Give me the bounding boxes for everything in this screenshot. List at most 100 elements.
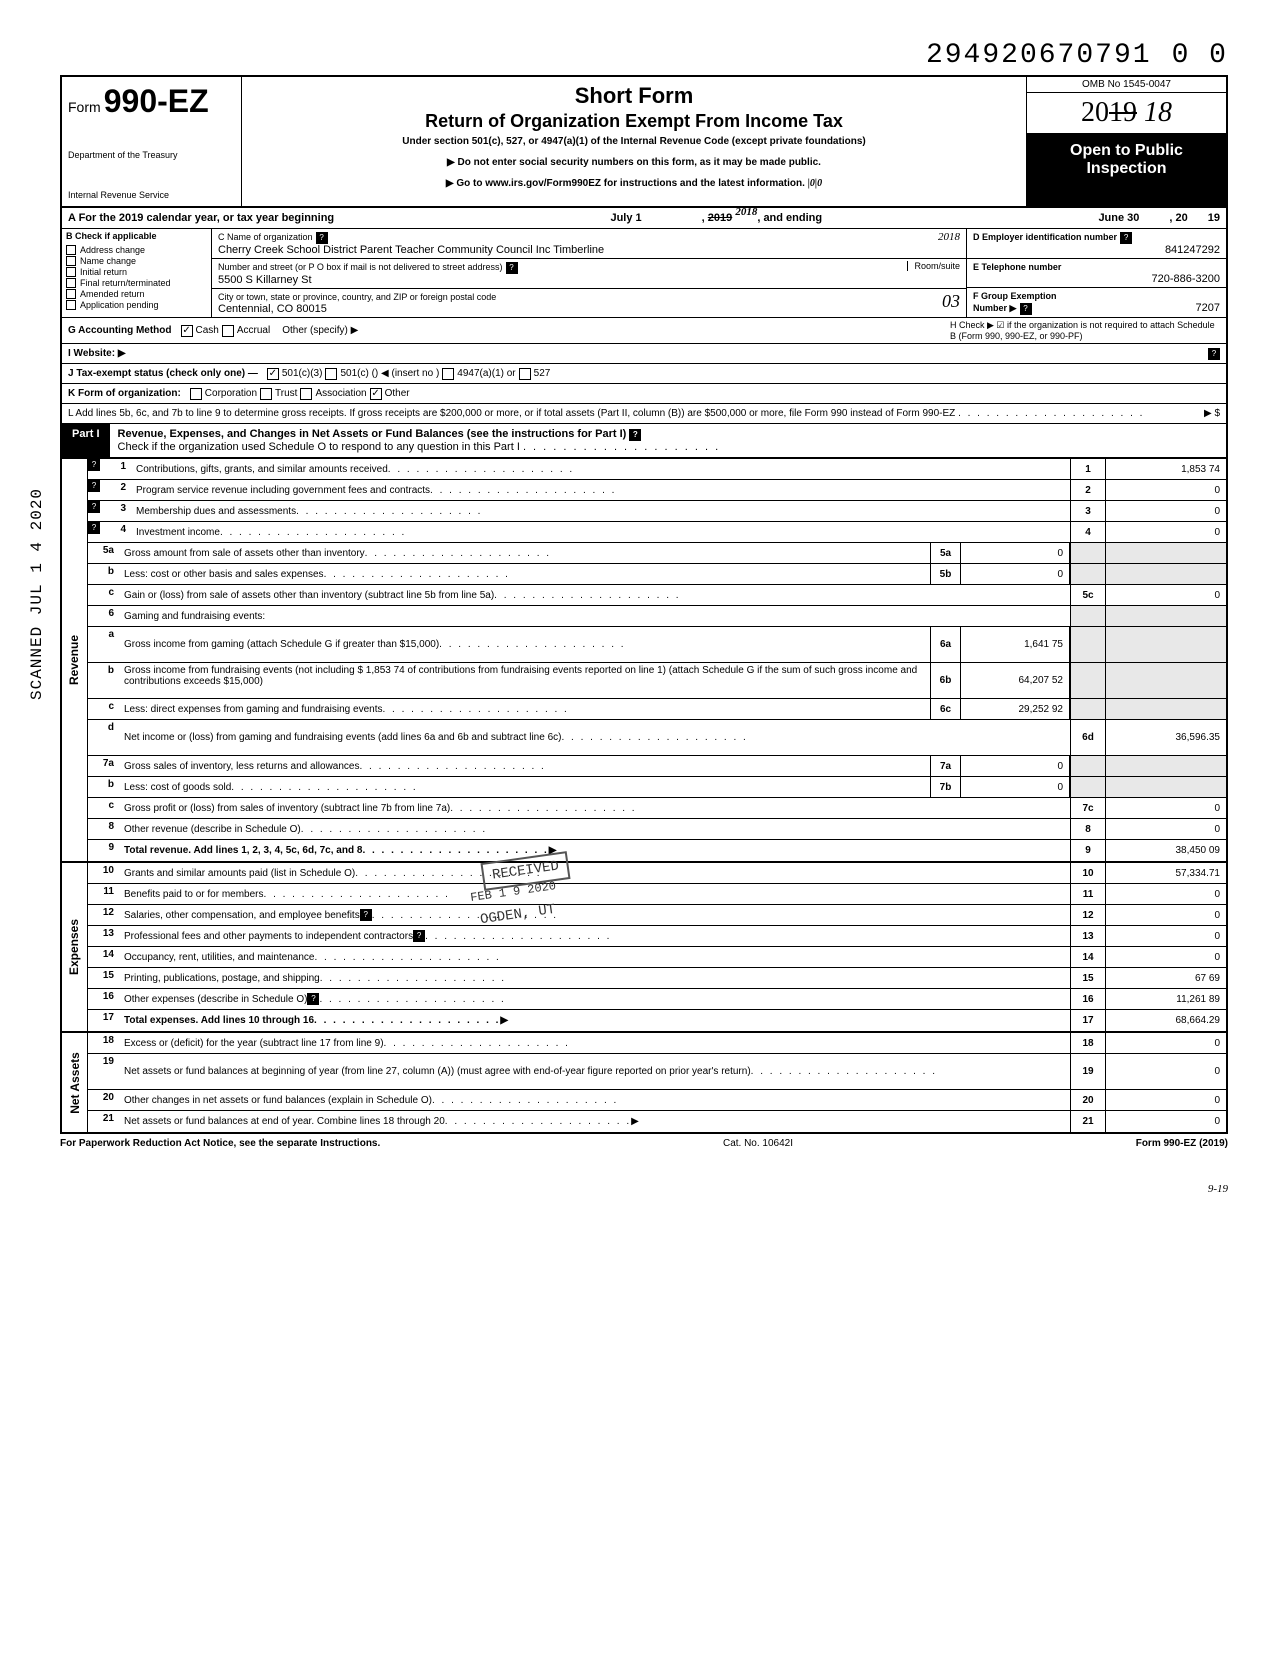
group-val: 7207 (1196, 302, 1220, 314)
help-icon[interactable]: ? (629, 429, 641, 441)
ein-lbl: D Employer identification number (973, 232, 1117, 242)
top-serial: 2949206707910 0 (60, 40, 1228, 71)
help-icon[interactable]: ? (88, 459, 100, 471)
row-12: 12Salaries, other compensation, and empl… (88, 905, 1226, 926)
hand-bottom: 9-19 (60, 1183, 1228, 1195)
cash-lbl: Cash (196, 325, 219, 336)
help-icon[interactable]: ? (1208, 348, 1220, 360)
chk-trust[interactable] (260, 388, 272, 400)
row-14: 14Occupancy, rent, utilities, and mainte… (88, 947, 1226, 968)
row-21: 21Net assets or fund balances at end of … (88, 1111, 1226, 1132)
cal-label: A For the 2019 calendar year, or tax yea… (68, 212, 334, 224)
box-b-header: B Check if applicable (66, 231, 207, 241)
i-lbl: I Website: ▶ (68, 348, 126, 359)
row-7a: 7aGross sales of inventory, less returns… (88, 756, 1226, 777)
row-10: 10Grants and similar amounts paid (list … (88, 863, 1226, 884)
row-9: 9Total revenue. Add lines 1, 2, 3, 4, 5c… (88, 840, 1226, 861)
chk-assoc[interactable] (300, 388, 312, 400)
chk-527[interactable] (519, 368, 531, 380)
org-addr-row: Number and street (or P O box if mail is… (212, 259, 966, 289)
help-icon[interactable]: ? (88, 522, 100, 534)
cal-mid: , 2019 2018, and ending (702, 212, 822, 224)
row-19: 19Net assets or fund balances at beginni… (88, 1054, 1226, 1090)
help-icon[interactable]: ? (413, 930, 425, 942)
501c-lbl: 501(c) ( (340, 368, 374, 379)
chk-accrual[interactable] (222, 325, 234, 337)
return-title: Return of Organization Exempt From Incom… (254, 111, 1014, 132)
corp-lbl: Corporation (205, 388, 257, 399)
part-1-tag: Part I (62, 424, 110, 457)
cal-end2: , 20 (1169, 212, 1187, 224)
arrow-goto-text: ▶ Go to www.irs.gov/Form990EZ for instru… (446, 178, 805, 189)
page-footer: For Paperwork Reduction Act Notice, see … (60, 1134, 1228, 1153)
open-public-label: Open to Public Inspection (1027, 134, 1226, 206)
chk-initial-return[interactable]: Initial return (66, 267, 207, 277)
chk-4947[interactable] (442, 368, 454, 380)
row-5c: cGain or (loss) from sale of assets othe… (88, 585, 1226, 606)
addr-lbl: Number and street (or P O box if mail is… (218, 262, 502, 272)
j-lbl: J Tax-exempt status (check only one) — (68, 368, 258, 379)
part-1-title-wrap: Revenue, Expenses, and Changes in Net As… (110, 424, 1226, 457)
chk-final-return[interactable]: Final return/terminated (66, 278, 207, 288)
chk-pending[interactable]: Application pending (66, 300, 207, 310)
row-4: ?4Investment income40 (88, 522, 1226, 543)
side-netassets: Net Assets (62, 1033, 88, 1132)
accrual-lbl: Accrual (237, 325, 270, 336)
header-right: OMB No 1545-0047 2019 18 Open to Public … (1026, 77, 1226, 206)
form-prefix: Form (68, 99, 101, 115)
chk-cash[interactable] (181, 325, 193, 337)
tel-val: 720-886-3200 (973, 273, 1220, 285)
chk-address-change[interactable]: Address change (66, 245, 207, 255)
city-val: Centennial, CO 80015 (218, 303, 327, 315)
k-lbl: K Form of organization: (68, 388, 181, 399)
cal-begin: July 1 (610, 212, 641, 224)
row-13: 13Professional fees and other payments t… (88, 926, 1226, 947)
help-icon[interactable]: ? (316, 232, 328, 244)
l-arrow: ▶ $ (1204, 408, 1220, 419)
help-icon[interactable]: ? (1120, 232, 1132, 244)
box-f: F Group ExemptionNumber ▶ ? 7207 (967, 288, 1226, 317)
row-6c: cLess: direct expenses from gaming and f… (88, 699, 1226, 720)
chk-other-org[interactable] (370, 388, 382, 400)
cal-mid-strike: 2019 (708, 212, 732, 224)
help-icon[interactable]: ? (88, 501, 100, 513)
dept-treasury: Department of the Treasury (68, 150, 235, 160)
chk-501c[interactable] (325, 368, 337, 380)
group-lbl2: Number ▶ (973, 303, 1016, 313)
info-block: B Check if applicable Address change Nam… (60, 229, 1228, 318)
other-org-lbl: Other (385, 388, 410, 399)
part-1-header: Part I Revenue, Expenses, and Changes in… (60, 424, 1228, 459)
tax-year: 2019 18 (1027, 93, 1226, 134)
chk-amended[interactable]: Amended return (66, 289, 207, 299)
box-e: E Telephone number720-886-3200 (967, 259, 1226, 288)
calendar-year-row: A For the 2019 calendar year, or tax yea… (60, 208, 1228, 229)
row-7b: bLess: cost of goods sold7b0 (88, 777, 1226, 798)
expenses-table: RECEIVED FEB 1 9 2020 OGDEN, UT Expenses… (60, 863, 1228, 1033)
scanned-stamp: SCANNED JUL 1 4 2020 (28, 488, 46, 700)
chk-501c3[interactable] (267, 368, 279, 380)
help-icon[interactable]: ? (506, 262, 518, 274)
chk-corp[interactable] (190, 388, 202, 400)
dot-leader (958, 408, 1144, 419)
netassets-table: Net Assets 18Excess or (deficit) for the… (60, 1033, 1228, 1134)
row-6d: dNet income or (loss) from gaming and fu… (88, 720, 1226, 756)
row-17: 17Total expenses. Add lines 10 through 1… (88, 1010, 1226, 1031)
row-3: ?3Membership dues and assessments30 (88, 501, 1226, 522)
revenue-table: Revenue ?1Contributions, gifts, grants, … (60, 459, 1228, 863)
col-b-checkboxes: B Check if applicable Address change Nam… (62, 229, 212, 317)
side-revenue: Revenue (62, 459, 88, 861)
serial-suffix: 0 0 (1172, 40, 1228, 71)
form-number: 990-EZ (104, 83, 209, 119)
assoc-lbl: Association (315, 388, 366, 399)
help-icon[interactable]: ? (307, 993, 319, 1005)
help-icon[interactable]: ? (1020, 303, 1032, 315)
hand-1010: |0|0 (808, 178, 822, 189)
help-icon[interactable]: ? (360, 909, 372, 921)
header-left: Form 990-EZ Department of the Treasury I… (62, 77, 242, 206)
line-j: J Tax-exempt status (check only one) — 5… (60, 364, 1228, 384)
help-icon[interactable]: ? (88, 480, 100, 492)
insert-no: ) ◀ (insert no ) (375, 368, 439, 379)
part-1-check-line: Check if the organization used Schedule … (118, 441, 520, 453)
chk-name-change[interactable]: Name change (66, 256, 207, 266)
tel-lbl: E Telephone number (973, 262, 1061, 272)
